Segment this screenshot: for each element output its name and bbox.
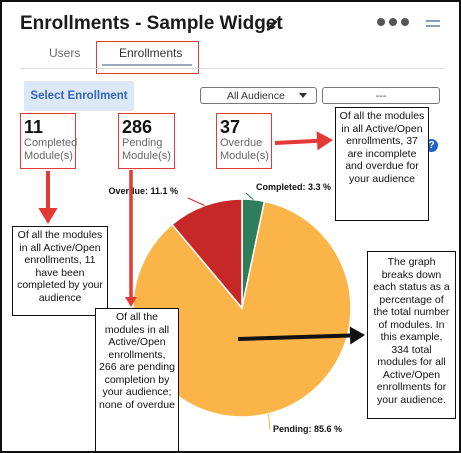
pending-annotation: Of all the modules in all Active/Open en… <box>95 308 179 452</box>
completed-label-line2: Module(s) <box>24 150 73 162</box>
drag-handle-icon[interactable] <box>426 20 440 30</box>
pending-label-line1: Pending <box>122 137 163 149</box>
tab-enrollments[interactable]: Enrollments <box>119 46 183 60</box>
completed-arrow <box>38 171 58 224</box>
completed-count: 11 <box>24 117 44 137</box>
pie-leader-pending <box>267 413 271 431</box>
completed-label-line1: Completed <box>24 137 78 149</box>
pending-arrow <box>125 170 137 307</box>
graph-annotation: The graph breaks down each status as a p… <box>367 251 456 419</box>
pending-label-line2: Module(s) <box>122 150 171 162</box>
overdue-stat: 37 Overdue Module(s) <box>216 113 272 169</box>
overdue-count: 37 <box>220 117 241 137</box>
active-tab-indicator <box>102 64 192 66</box>
completed-annotation: Of all the modules in all Active/Open en… <box>12 226 108 316</box>
audience-dropdown[interactable]: All Audience <box>200 87 317 104</box>
pending-stat: 286 Pending Module(s) <box>118 113 175 169</box>
overdue-label-line1: Overdue <box>220 137 263 149</box>
page-title: Enrollments - Sample Widget <box>20 13 283 34</box>
pie-slice-overdue[interactable] <box>170 198 243 311</box>
audience-dropdown-value: All Audience <box>227 89 285 102</box>
more-options-icon[interactable] <box>377 18 409 26</box>
select-enrollment-button[interactable]: Select Enrollment <box>24 81 134 111</box>
pencil-icon[interactable] <box>264 15 282 33</box>
overdue-annotation: Of all the modules in all Active/Open en… <box>335 107 429 221</box>
chevron-down-icon <box>299 93 307 98</box>
secondary-dropdown[interactable]: --- <box>322 87 440 104</box>
pie-label-pending: Pending: 85.6 % <box>273 424 342 434</box>
overdue-arrow <box>274 131 333 151</box>
pie-leader-completed <box>245 192 254 200</box>
secondary-dropdown-value: --- <box>375 89 387 102</box>
enrollments-tab-highlight <box>96 41 199 74</box>
pie-label-overdue: Overdue: 11.1 % <box>108 186 178 196</box>
completed-stat: 11 Completed Module(s) <box>20 113 78 169</box>
pie-leader-overdue <box>187 197 205 207</box>
tab-divider <box>20 68 445 69</box>
graph-arrow <box>237 326 365 345</box>
overdue-label-line2: Module(s) <box>220 150 269 162</box>
pending-count: 286 <box>122 117 153 137</box>
tab-users[interactable]: Users <box>49 46 81 60</box>
pie-label-completed: Completed: 3.3 % <box>256 182 331 192</box>
